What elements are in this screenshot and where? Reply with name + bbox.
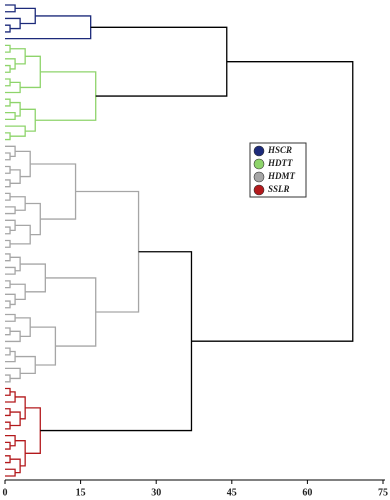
- dendrogram-link: [5, 15, 92, 40]
- dendrogram-link: [5, 112, 16, 121]
- dendrogram-link: [15, 355, 36, 375]
- dendrogram-link: [15, 150, 31, 178]
- dendrogram-link: [10, 169, 21, 184]
- dendrogram-link: [5, 179, 11, 188]
- legend-label: HDMT: [267, 171, 296, 181]
- dendrogram-link: [5, 347, 11, 356]
- dendrogram-link: [5, 280, 11, 289]
- legend-label: HDTT: [267, 158, 293, 168]
- x-tick-label: 45: [227, 487, 237, 498]
- dendrogram-link: [5, 125, 26, 137]
- dendrogram-link: [5, 387, 11, 396]
- dendrogram-link: [5, 152, 11, 161]
- legend-marker: [253, 145, 265, 157]
- dendrogram-link: [10, 224, 31, 245]
- x-tick-label: 15: [76, 487, 86, 498]
- dendrogram-link: [5, 24, 11, 33]
- dendrogram-link: [5, 441, 11, 450]
- dendrogram-link: [10, 196, 26, 211]
- legend-marker: [253, 184, 265, 196]
- dendrogram-link: [10, 283, 26, 301]
- dendrogram-link: [10, 48, 26, 65]
- dendrogram-link: [5, 192, 11, 201]
- dendrogram-link: [20, 108, 36, 132]
- dendrogram-link: [5, 4, 16, 13]
- legend-marker: [253, 171, 265, 183]
- dendrogram-link: [35, 71, 97, 121]
- dendrogram-link: [5, 226, 11, 235]
- dendrogram-link: [5, 206, 16, 215]
- dendrogram-link: [30, 163, 77, 220]
- dendrogram-link: [75, 190, 140, 313]
- dendrogram-link: [5, 421, 11, 430]
- dendrogram-link: [5, 468, 16, 477]
- dendrogram-link: [5, 266, 16, 275]
- dendrogram-link: [5, 408, 11, 417]
- dendrogram-link: [5, 78, 11, 87]
- dendrogram-link: [5, 98, 11, 107]
- dendrogram-link: [5, 367, 21, 380]
- dendrogram-link: [5, 165, 11, 174]
- dendrogram-link: [5, 313, 16, 322]
- dendrogram-link: [191, 61, 354, 342]
- x-tick-label: 30: [151, 487, 161, 498]
- legend-label: HSCR: [267, 145, 292, 155]
- x-tick-label: 0: [3, 487, 8, 498]
- dendrogram-link: [5, 327, 11, 336]
- dendrogram-link: [90, 26, 228, 97]
- legend-marker: [253, 158, 265, 170]
- dendrogram-link: [30, 326, 57, 366]
- dendrogram-link: [25, 202, 41, 236]
- dendrogram-link: [10, 411, 21, 427]
- dendrogram-link: [5, 44, 11, 53]
- dendrogram-link: [5, 132, 11, 141]
- dendrogram-link: [20, 263, 46, 293]
- x-tick-label: 75: [378, 487, 388, 498]
- legend-label: SSLR: [268, 184, 290, 194]
- dendrogram-link: [45, 277, 97, 347]
- dendrogram-link: [5, 374, 11, 383]
- dendrogram-link: [5, 455, 11, 464]
- dendrogram-link: [5, 300, 11, 309]
- dendrogram-link: [5, 330, 21, 343]
- x-tick-label: 60: [302, 487, 312, 498]
- dendrogram-link: [20, 55, 41, 89]
- dendrogram-link: [5, 64, 11, 73]
- dendrogram-link: [25, 407, 41, 454]
- dendrogram-link: [15, 317, 31, 338]
- dendrogram-link: [15, 7, 36, 25]
- dendrogram-link: [5, 253, 11, 262]
- dendrogram-link: [5, 81, 21, 94]
- dendrogram-link: [5, 239, 11, 248]
- dendrogram-link: [5, 17, 21, 30]
